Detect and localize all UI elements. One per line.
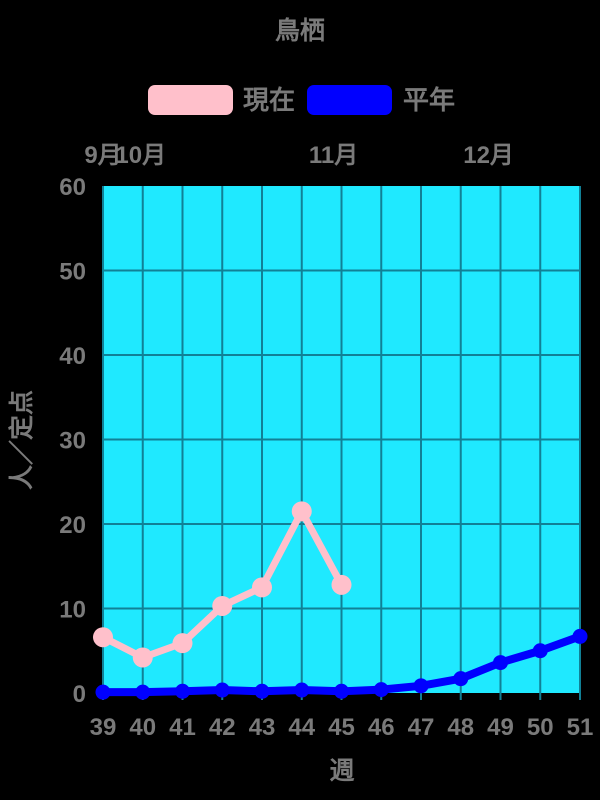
x-tick-label: 46: [368, 714, 395, 741]
data-point-normal: [294, 682, 310, 698]
x-tick-label: 50: [527, 714, 554, 741]
data-point-current: [331, 574, 352, 595]
x-tick-label: 48: [447, 714, 474, 741]
data-point-normal: [453, 671, 469, 687]
month-label: 11月: [309, 142, 358, 169]
data-point-normal: [175, 683, 190, 699]
legend-swatch-normal: [307, 85, 392, 115]
x-tick-label: 47: [408, 714, 435, 741]
legend-label-normal: 平年: [403, 85, 456, 115]
x-tick-label: 49: [487, 714, 514, 741]
x-tick-label: 43: [249, 714, 276, 741]
legend-swatch-current: [148, 85, 233, 115]
y-tick-label: 60: [59, 174, 86, 201]
data-point-current: [252, 577, 272, 598]
chart-title: 鳥栖: [274, 17, 325, 45]
data-point-normal: [532, 643, 548, 659]
legend-label-current: 現在: [243, 85, 296, 115]
x-tick-label: 42: [209, 714, 236, 741]
x-tick-label: 44: [288, 714, 315, 741]
data-point-normal: [413, 678, 429, 694]
x-tick-label: 45: [328, 714, 355, 741]
data-point-normal: [572, 628, 588, 644]
x-tick-label: 40: [129, 714, 156, 741]
data-point-normal: [254, 683, 270, 699]
y-tick-label: 10: [59, 597, 86, 624]
data-point-normal: [373, 682, 389, 698]
x-axis-title: 週: [329, 757, 355, 785]
x-tick-label: 39: [90, 714, 117, 741]
month-label: 10月: [115, 142, 166, 169]
data-point-normal: [334, 683, 349, 699]
data-point-normal: [95, 684, 111, 700]
data-point-current: [212, 595, 233, 616]
data-point-current: [93, 627, 113, 648]
y-tick-label: 40: [59, 343, 86, 370]
data-point-current: [132, 647, 153, 668]
data-point-normal: [135, 684, 151, 700]
y-tick-label: 20: [59, 512, 86, 539]
data-point-normal: [214, 682, 230, 698]
data-point-current: [291, 501, 312, 522]
x-tick-label: 51: [567, 714, 594, 741]
data-point-current: [172, 633, 193, 654]
data-point-normal: [493, 655, 508, 671]
y-tick-label: 50: [59, 259, 86, 286]
x-tick-label: 41: [169, 714, 196, 741]
y-tick-label: 0: [73, 681, 86, 708]
y-tick-label: 30: [59, 428, 86, 455]
month-label: 9月: [84, 142, 121, 169]
month-label: 12月: [463, 142, 514, 169]
